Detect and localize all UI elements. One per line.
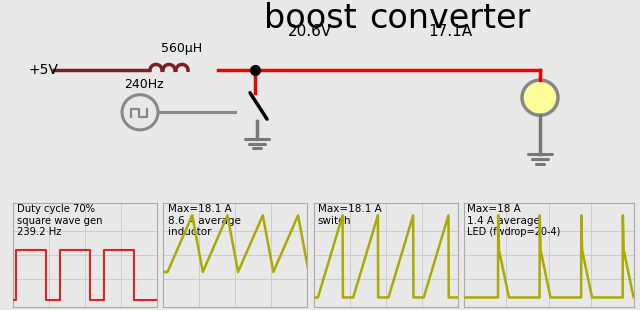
Text: square wave gen: square wave gen — [17, 215, 102, 225]
Text: converter: converter — [369, 2, 531, 35]
Text: LED (fwdrop=20-4): LED (fwdrop=20-4) — [467, 227, 561, 237]
Text: 240Hz: 240Hz — [124, 78, 164, 91]
Text: 8.6 A average: 8.6 A average — [168, 215, 241, 225]
Text: boost: boost — [264, 2, 356, 35]
Text: Duty cycle 70%: Duty cycle 70% — [17, 204, 95, 214]
Text: Max=18 A: Max=18 A — [467, 204, 521, 214]
Text: 17.1A: 17.1A — [428, 24, 472, 39]
Text: 1.4 A average: 1.4 A average — [467, 215, 540, 225]
Text: Max=18.1 A: Max=18.1 A — [168, 204, 231, 214]
Text: inductor: inductor — [168, 227, 211, 237]
Text: 239.2 Hz: 239.2 Hz — [17, 227, 61, 237]
Text: Max=18.1 A: Max=18.1 A — [318, 204, 381, 214]
Text: 20.6V: 20.6V — [288, 24, 332, 39]
Text: switch: switch — [318, 215, 351, 225]
Text: 560μH: 560μH — [161, 42, 203, 55]
Circle shape — [522, 80, 558, 115]
Text: +5V: +5V — [28, 63, 58, 77]
